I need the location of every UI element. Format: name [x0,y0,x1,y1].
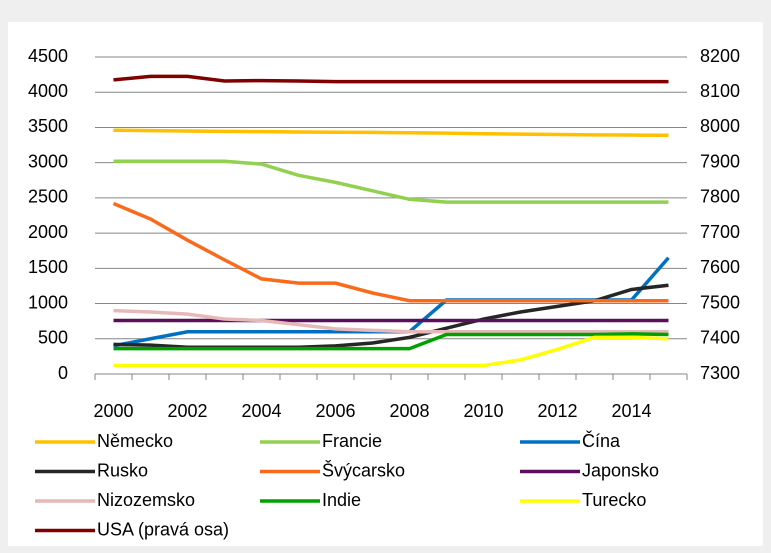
legend-label: Rusko [97,460,148,480]
y2-tick-label: 7700 [700,222,740,242]
series-line [112,201,669,303]
y-tick-label: 2500 [28,187,68,207]
legend-label: Německo [97,431,173,451]
legend-label: USA (pravá osa) [97,519,229,539]
y-tick-label: 3500 [28,116,68,136]
y2-tick-label: 7500 [700,292,740,312]
y2-tick-label: 8200 [700,46,740,66]
legend-label: Švýcarsko [322,459,405,480]
legend-label: Nizozemsko [97,490,195,510]
y2-tick-label: 7400 [700,328,740,348]
chart-area [8,22,763,546]
y-tick-label: 2000 [28,222,68,242]
x-tick-label: 2008 [389,401,429,421]
legend-label: Turecko [582,490,646,510]
y2-tick-label: 8000 [700,116,740,136]
x-tick-label: 2004 [241,401,281,421]
x-tick-label: 2000 [93,401,133,421]
y2-tick-label: 8100 [700,81,740,101]
series-line [113,128,669,137]
y-tick-label: 1000 [28,292,68,312]
legend-label: Čína [582,430,621,451]
y-tick-label: 3000 [28,151,68,171]
x-tick-label: 2012 [537,401,577,421]
legend-label: Japonsko [582,460,659,480]
y-tick-label: 0 [58,363,68,383]
series-line [113,159,669,204]
y2-tick-label: 7300 [700,363,740,383]
series-line [113,74,669,84]
x-tick-label: 2010 [463,401,503,421]
y2-tick-label: 7900 [700,151,740,171]
x-tick-label: 2002 [167,401,207,421]
y-tick-label: 4500 [28,46,68,66]
y-tick-label: 500 [38,328,68,348]
y2-tick-label: 7600 [700,257,740,277]
series-line [113,332,669,351]
series-line [113,335,669,368]
series-line [113,308,669,334]
y-tick-label: 4000 [28,81,68,101]
legend-label: Francie [322,431,382,451]
x-tick-label: 2014 [611,401,651,421]
y-tick-label: 1500 [28,257,68,277]
x-tick-label: 2006 [315,401,355,421]
y2-tick-label: 7800 [700,187,740,207]
legend-label: Indie [322,490,361,510]
